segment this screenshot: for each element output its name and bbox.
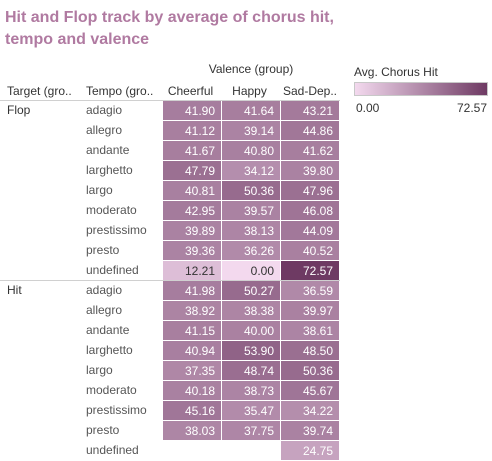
heatmap-cell[interactable]: 40.00 [222,321,280,340]
heatmap-cell[interactable]: 42.95 [163,201,221,220]
tempo-label[interactable]: largo [86,363,113,377]
heatmap-cell[interactable]: 44.86 [281,121,339,140]
heatmap-cell[interactable]: 39.14 [222,121,280,140]
heatmap-cell[interactable]: 36.59 [281,281,339,300]
heatmap-cell[interactable]: 40.80 [222,141,280,160]
heatmap-cell[interactable]: 47.96 [281,181,339,200]
heatmap-cell[interactable]: 24.75 [281,441,339,460]
tempo-label[interactable]: adagio [86,103,123,117]
heatmap-cell[interactable]: 37.35 [163,361,221,380]
heatmap-cell[interactable]: 45.67 [281,381,339,400]
tempo-label[interactable]: allegro [86,123,123,137]
column-divider [162,101,163,460]
group-divider [0,280,340,281]
heatmap-cell[interactable]: 34.12 [222,161,280,180]
heatmap-cell[interactable]: 39.57 [222,201,280,220]
heatmap-cell[interactable]: 50.36 [281,361,339,380]
row-header-tempo[interactable]: Tempo (gro.. [86,84,154,98]
heatmap-cell[interactable]: 45.16 [163,401,221,420]
heatmap-cell[interactable]: 38.73 [222,381,280,400]
heatmap-cell[interactable]: 41.62 [281,141,339,160]
heatmap-cell[interactable]: 40.18 [163,381,221,400]
heatmap-cell[interactable]: 41.90 [163,101,221,120]
heatmap-cell[interactable]: 41.98 [163,281,221,300]
heatmap-cell[interactable]: 72.57 [281,261,339,280]
heatmap-cell[interactable]: 41.67 [163,141,221,160]
heatmap-cell[interactable]: 43.21 [281,101,339,120]
tempo-label[interactable]: andante [86,143,130,157]
heatmap-cell[interactable]: 40.81 [163,181,221,200]
heatmap-cell[interactable]: 50.36 [222,181,280,200]
tempo-label[interactable]: presto [86,423,120,437]
tempo-label[interactable]: prestissimo [86,223,147,237]
heatmap-cell[interactable]: 46.08 [281,201,339,220]
legend-color-ramp[interactable] [354,82,488,96]
tempo-label[interactable]: presto [86,243,120,257]
heatmap-cell[interactable]: 48.74 [222,361,280,380]
header-divider [0,100,340,101]
heatmap-cell[interactable]: 48.50 [281,341,339,360]
tempo-label[interactable]: andante [86,323,130,337]
heatmap-cell[interactable]: 39.36 [163,241,221,260]
tempo-label[interactable]: larghetto [86,163,133,177]
column-group-header: Valence (group) [208,62,294,76]
tempo-label[interactable]: prestissimo [86,403,147,417]
legend-min-label: 0.00 [356,101,380,115]
tempo-label[interactable]: adagio [86,283,123,297]
heatmap-cell[interactable]: 40.52 [281,241,339,260]
heatmap-cell[interactable]: 50.27 [222,281,280,300]
heatmap-cell[interactable]: 41.64 [222,101,280,120]
tempo-label[interactable]: larghetto [86,343,133,357]
target-label-flop[interactable]: Flop [7,103,31,117]
legend-max-label: 72.57 [456,101,487,115]
chart-title: Hit and Flop track by average of chorus … [5,9,334,48]
column-divider [280,101,281,460]
heatmap-cell[interactable]: 41.12 [163,121,221,140]
tempo-label[interactable]: moderato [86,383,137,397]
column-divider [221,101,222,460]
heatmap-cell[interactable]: 35.47 [222,401,280,420]
heatmap-cell[interactable]: 38.13 [222,221,280,240]
heatmap-cell[interactable]: 41.15 [163,321,221,340]
heatmap-cell[interactable]: 38.03 [163,421,221,440]
heatmap-cell[interactable] [163,441,221,460]
row-header-target[interactable]: Target (gro.. [7,84,72,98]
column-header-happy[interactable]: Happy [232,84,267,98]
heatmap-cell[interactable]: 34.22 [281,401,339,420]
heatmap-cell[interactable]: 38.61 [281,321,339,340]
heatmap-cell[interactable]: 38.38 [222,301,280,320]
tempo-label[interactable]: undefined [86,443,139,457]
heatmap-cell[interactable]: 39.97 [281,301,339,320]
heatmap-cell[interactable]: 12.21 [163,261,221,280]
heatmap-cell[interactable]: 39.80 [281,161,339,180]
heatmap-cell[interactable]: 39.74 [281,421,339,440]
target-label-hit[interactable]: Hit [7,283,22,297]
legend-title: Avg. Chorus Hit [354,65,438,79]
heatmap-cell[interactable] [222,441,280,460]
heatmap-cell[interactable]: 38.92 [163,301,221,320]
heatmap-cell[interactable]: 39.89 [163,221,221,240]
column-header-sad[interactable]: Sad-Dep.. [282,84,338,98]
heatmap-cell[interactable]: 53.90 [222,341,280,360]
heatmap-cell[interactable]: 36.26 [222,241,280,260]
tempo-label[interactable]: largo [86,183,113,197]
heatmap-cell[interactable]: 0.00 [222,261,280,280]
heatmap-cell[interactable]: 37.75 [222,421,280,440]
tempo-label[interactable]: undefined [86,263,139,277]
tempo-label[interactable]: moderato [86,203,137,217]
heatmap-cell[interactable]: 40.94 [163,341,221,360]
heatmap-cell[interactable]: 44.09 [281,221,339,240]
tempo-label[interactable]: allegro [86,303,123,317]
heatmap-cell[interactable]: 47.79 [163,161,221,180]
column-header-cheerful[interactable]: Cheerful [167,84,214,98]
